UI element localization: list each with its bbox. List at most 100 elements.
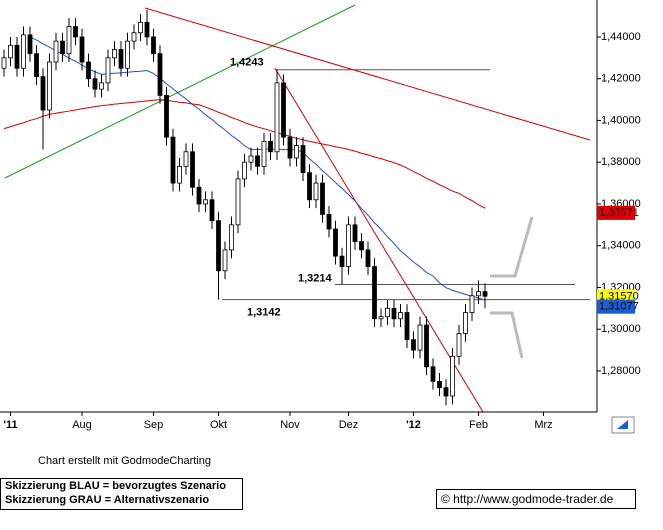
note-blue: Skizzierung BLAU = bevorzugtes Szenario bbox=[5, 480, 226, 492]
x-tick-label: Sep bbox=[144, 419, 164, 431]
candle-body bbox=[144, 21, 150, 38]
candle-body bbox=[196, 186, 202, 205]
candle-body bbox=[281, 82, 286, 138]
candle-body bbox=[235, 178, 241, 226]
level-label: 1,3214 bbox=[298, 272, 333, 284]
trend-line bbox=[144, 7, 591, 141]
candle-body bbox=[209, 199, 215, 222]
candle-body bbox=[476, 291, 481, 297]
x-tick-label: Okt bbox=[210, 419, 227, 431]
candle-body bbox=[443, 387, 449, 397]
copyright[interactable]: © http://www.godmode-trader.de bbox=[436, 489, 636, 509]
candle-body bbox=[164, 95, 169, 138]
candle-body bbox=[469, 295, 475, 313]
note-gray: Skizzierung GRAU = Alternativszenario bbox=[5, 494, 210, 506]
candle-body bbox=[255, 155, 260, 167]
candle-body bbox=[203, 199, 208, 205]
candle-body bbox=[430, 366, 436, 382]
legend-box: Skizzierung BLAU = bevorzugtes Szenario … bbox=[0, 478, 243, 510]
candle-body bbox=[222, 249, 228, 272]
trend-line bbox=[4, 4, 356, 179]
candle-body bbox=[216, 220, 221, 272]
candle-body bbox=[398, 312, 403, 320]
candle-body bbox=[417, 324, 423, 351]
candle-body bbox=[118, 49, 124, 69]
candle-body bbox=[482, 291, 488, 297]
candle-body bbox=[99, 82, 104, 90]
candle-body bbox=[326, 213, 332, 230]
candle-body bbox=[190, 151, 195, 188]
candle-body bbox=[294, 145, 299, 159]
candle-body bbox=[92, 78, 98, 90]
candle-body bbox=[261, 140, 267, 167]
y-tick-label: 1,30000 bbox=[601, 323, 641, 335]
candle-body bbox=[313, 182, 319, 201]
candle-body bbox=[105, 57, 111, 84]
y-tick-label: 1,38000 bbox=[601, 156, 641, 168]
level-label: 1,3142 bbox=[247, 306, 281, 318]
candle-body bbox=[346, 224, 351, 267]
y-tick-label: 1,34000 bbox=[601, 240, 641, 252]
scenario-arrow bbox=[490, 311, 524, 359]
candle-body bbox=[112, 49, 117, 59]
candle-body bbox=[8, 44, 13, 59]
x-tick-label: Mrz bbox=[534, 419, 552, 431]
scenario-arrow bbox=[490, 216, 534, 278]
candle-body bbox=[372, 266, 377, 320]
candle-body bbox=[138, 21, 143, 34]
candle-body bbox=[378, 316, 384, 320]
price-marker-label: 1,31570 bbox=[599, 290, 639, 302]
price-marker-label: 1,35571 bbox=[599, 207, 639, 219]
y-tick-label: 1,44000 bbox=[601, 31, 641, 43]
candle-body bbox=[66, 26, 72, 55]
candle-body bbox=[27, 34, 33, 55]
candle-body bbox=[456, 332, 462, 357]
candle-body bbox=[365, 249, 371, 267]
candle-body bbox=[151, 36, 156, 55]
candle-body bbox=[268, 140, 273, 153]
candle-body bbox=[437, 381, 442, 389]
candle-body bbox=[300, 145, 306, 174]
candle-body bbox=[53, 40, 59, 63]
x-tick-label: '11 bbox=[3, 419, 17, 431]
candle-body bbox=[79, 36, 85, 63]
candle-body bbox=[307, 172, 312, 201]
candle-body bbox=[125, 40, 130, 69]
candle-body bbox=[242, 161, 247, 180]
credit: Chart erstellt mit GodmodeCharting bbox=[38, 455, 212, 467]
candle-body bbox=[424, 324, 429, 368]
candle-body bbox=[248, 155, 254, 163]
y-tick-label: 1,42000 bbox=[601, 73, 641, 85]
candle-body bbox=[60, 40, 65, 55]
trend-line bbox=[274, 67, 484, 413]
chart: 1,280001,300001,320001,340001,360001,380… bbox=[0, 0, 641, 434]
candle-body bbox=[131, 32, 137, 42]
candle-body bbox=[359, 241, 364, 251]
candle-body bbox=[229, 224, 234, 251]
price-marker-label: 1,31077 bbox=[599, 301, 639, 313]
candle-body bbox=[14, 44, 20, 69]
candle-body bbox=[391, 307, 397, 320]
average-line bbox=[3, 99, 486, 209]
candle-body bbox=[411, 339, 416, 351]
candle-body bbox=[170, 136, 176, 184]
candle-body bbox=[320, 182, 325, 215]
price-marker bbox=[597, 299, 635, 314]
candle-body bbox=[463, 312, 468, 334]
candle-body bbox=[1, 57, 7, 69]
candle-body bbox=[73, 26, 78, 38]
x-tick-label: Feb bbox=[469, 419, 488, 431]
candle-body bbox=[21, 34, 26, 69]
candle-body bbox=[157, 53, 163, 96]
candle-body bbox=[183, 151, 189, 167]
candle-body bbox=[339, 255, 345, 267]
candle-body bbox=[287, 136, 293, 159]
y-tick-label: 1,28000 bbox=[601, 365, 641, 377]
x-tick-label: Dez bbox=[339, 419, 359, 431]
candle-body bbox=[177, 165, 182, 184]
candle-body bbox=[86, 61, 91, 80]
candle-body bbox=[40, 76, 46, 111]
candle-body bbox=[385, 307, 390, 318]
x-tick-label: '12 bbox=[406, 419, 421, 431]
